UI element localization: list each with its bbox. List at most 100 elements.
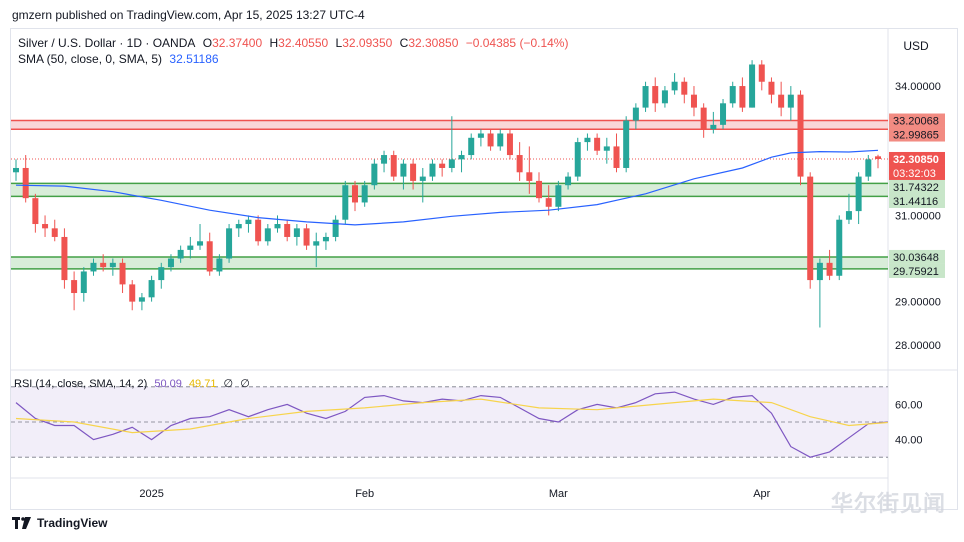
candle-61 [603, 137, 610, 164]
candle-42 [419, 167, 426, 203]
candle-37 [371, 159, 378, 190]
candle-body-4 [51, 228, 58, 237]
price-badge-text-0: 33.20068 [893, 116, 939, 128]
price-badge-text-7: 29.75921 [893, 266, 939, 278]
candle-18 [187, 236, 194, 259]
legend-low-label: L [335, 36, 343, 50]
candle-body-1 [22, 167, 29, 199]
y-tick-label-2: 31.00000 [895, 210, 941, 222]
sma-value: 32.51186 [169, 52, 219, 66]
candle-body-76 [749, 64, 756, 108]
candle-body-0 [13, 167, 19, 173]
x-tick-label-3: Apr [753, 488, 770, 500]
candle-67 [661, 86, 668, 108]
price-badge-1 [889, 127, 945, 142]
candle-78 [768, 77, 775, 104]
candle-66 [652, 77, 659, 112]
candle-body-32 [322, 236, 329, 242]
candle-52 [516, 142, 523, 181]
candle-body-88 [865, 159, 872, 177]
candle-body-85 [836, 219, 843, 276]
candle-body-29 [293, 228, 300, 237]
candle-body-11 [119, 262, 126, 285]
candle-0 [13, 159, 19, 181]
candle-83 [816, 258, 823, 328]
candle-35 [351, 180, 358, 212]
candle-body-56 [555, 185, 562, 207]
candle-44 [439, 159, 446, 177]
candle-body-43 [429, 163, 436, 177]
candle-89 [875, 154, 881, 169]
candle-body-52 [516, 155, 523, 173]
candle-24 [245, 215, 252, 233]
candle-20 [206, 232, 213, 276]
sma-legend[interactable]: SMA (50, close, 0, SMA, 5) 32.51186 [18, 52, 223, 66]
publish-header: gmzern published on TradingView.com, Apr… [12, 8, 365, 22]
price-badge-0 [889, 113, 945, 128]
candle-4 [51, 219, 58, 242]
candle-body-19 [197, 241, 204, 246]
candle-body-80 [787, 94, 794, 108]
candle-19 [197, 224, 204, 250]
candle-body-84 [826, 262, 833, 276]
candle-40 [400, 159, 407, 190]
symbol-legend[interactable]: Silver / U.S. Dollar · 1D · OANDA O32.37… [18, 36, 576, 50]
candle-body-77 [758, 64, 765, 82]
candle-34 [342, 180, 349, 225]
candle-body-18 [187, 245, 194, 250]
candle-body-58 [574, 142, 581, 177]
candle-body-72 [710, 124, 717, 130]
price-badge-3 [889, 165, 945, 180]
candle-body-5 [61, 236, 68, 281]
candle-body-87 [855, 176, 862, 212]
candle-body-73 [720, 103, 727, 125]
candle-27 [274, 215, 281, 233]
candle-body-64 [632, 107, 639, 121]
candle-body-81 [797, 94, 804, 177]
candle-body-48 [477, 133, 484, 138]
candle-body-51 [506, 133, 513, 156]
legend-close-label: C [399, 36, 409, 50]
candle-30 [303, 224, 310, 250]
rsi-null-1: ∅ [223, 378, 234, 390]
candle-48 [477, 129, 484, 147]
candle-79 [778, 81, 785, 117]
candle-50 [497, 129, 504, 151]
y-tick-label-0: 28.00000 [895, 340, 941, 352]
candle-13 [138, 293, 145, 311]
zone-1 [11, 183, 888, 197]
candle-70 [690, 86, 697, 117]
price-badge-text-4: 31.74322 [893, 182, 939, 194]
candle-58 [574, 137, 581, 181]
candle-body-13 [138, 297, 145, 302]
rsi-line [15, 391, 888, 458]
legend-open: 32.37400 [212, 36, 263, 50]
candle-body-70 [690, 94, 697, 108]
legend-low: 32.09350 [342, 36, 393, 50]
candle-88 [865, 155, 872, 181]
candle-body-44 [439, 163, 446, 168]
tradingview-logo-icon [12, 517, 31, 529]
candle-body-59 [584, 137, 591, 143]
candle-body-8 [90, 262, 97, 272]
rsi-tick-label-0: 60.00 [895, 399, 923, 411]
candle-body-65 [642, 86, 649, 108]
candle-body-27 [274, 224, 281, 229]
currency-button[interactable]: USD [903, 39, 929, 53]
rsi-tick-label-1: 40.00 [895, 435, 923, 447]
candle-body-55 [545, 198, 552, 207]
tradingview-footer[interactable]: TradingView [12, 516, 107, 530]
candle-body-41 [410, 163, 417, 181]
candle-body-34 [342, 185, 349, 220]
candle-body-62 [613, 146, 620, 168]
legend-ohlc: O32.37400 H32.40550 L32.09350 C32.30850 … [203, 36, 573, 50]
candle-11 [119, 258, 126, 294]
legend-change: −0.04385 (−0.14%) [465, 36, 569, 50]
candle-body-79 [778, 94, 785, 108]
candle-45 [448, 116, 455, 173]
candle-36 [361, 180, 368, 207]
sma-title: SMA (50, close, 0, SMA, 5) [18, 52, 163, 66]
rsi-legend[interactable]: RSI (14, close, SMA, 14, 2) 50.09 49.71 … [14, 377, 254, 390]
candle-53 [526, 146, 533, 194]
